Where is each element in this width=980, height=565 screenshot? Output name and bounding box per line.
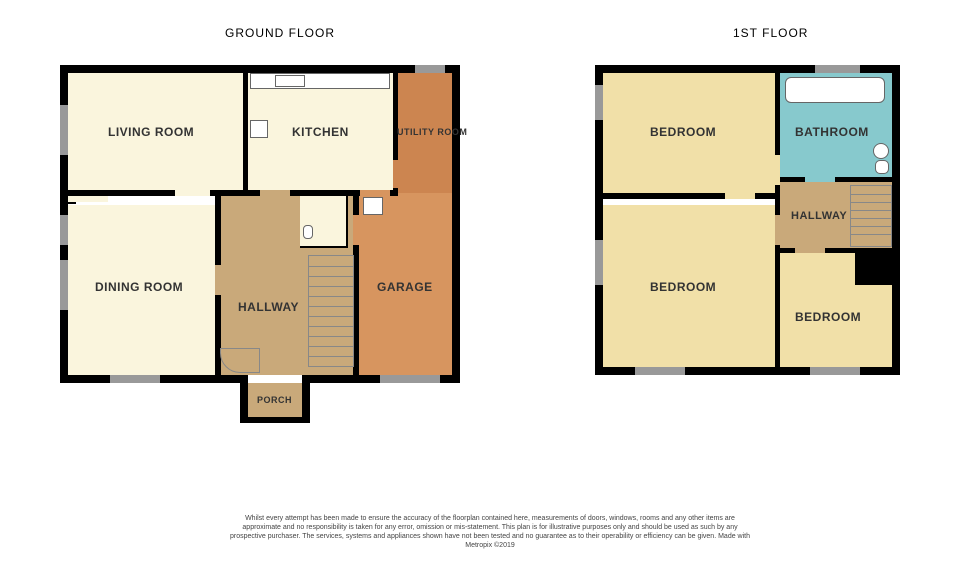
ground-floor-title: GROUND FLOOR bbox=[225, 26, 335, 40]
bedroom-1-label: BEDROOM bbox=[650, 125, 716, 139]
garage-sink bbox=[363, 197, 383, 215]
dining-label: DINING ROOM bbox=[95, 280, 183, 294]
ground-floor-plan: LIVING ROOM KITCHEN UTILITY ROOM DINING … bbox=[60, 65, 490, 435]
window bbox=[595, 240, 603, 285]
garage-label: GARAGE bbox=[377, 280, 433, 294]
window bbox=[60, 260, 68, 310]
utility-label: UTILITY ROOM bbox=[397, 127, 467, 137]
disclaimer-text: Whilst every attempt has been made to en… bbox=[230, 514, 750, 550]
living-room-label: LIVING ROOM bbox=[108, 125, 194, 139]
wc-fixture bbox=[303, 225, 313, 239]
porch-label: PORCH bbox=[257, 395, 292, 405]
window bbox=[60, 105, 68, 155]
bedroom-2-label: BEDROOM bbox=[650, 280, 716, 294]
window bbox=[380, 375, 440, 383]
first-floor-title: 1ST FLOOR bbox=[733, 26, 808, 40]
window bbox=[110, 375, 160, 383]
bathtub-fixture bbox=[785, 77, 885, 103]
window bbox=[595, 85, 603, 120]
stairs-first bbox=[850, 185, 892, 247]
window bbox=[60, 215, 68, 245]
window bbox=[815, 65, 860, 73]
window bbox=[635, 367, 685, 375]
window bbox=[810, 367, 860, 375]
sink-fixture bbox=[275, 75, 305, 87]
kitchen-label: KITCHEN bbox=[292, 125, 349, 139]
wc-room bbox=[300, 193, 348, 248]
stairs-ground bbox=[308, 255, 354, 367]
kitchen-counter bbox=[250, 73, 390, 89]
hallway-label-0: HALLWAY bbox=[238, 300, 299, 314]
hob-fixture bbox=[250, 120, 268, 138]
bedroom-3-label: BEDROOM bbox=[795, 310, 861, 324]
basin-fixture bbox=[873, 143, 889, 159]
hallway-label-1: HALLWAY bbox=[791, 210, 847, 222]
window bbox=[415, 65, 445, 73]
first-floor-plan: BEDROOM BATHROOM BEDROOM HALLWAY BEDROOM bbox=[595, 65, 915, 385]
toilet-fixture bbox=[875, 160, 889, 174]
bathroom-label: BATHROOM bbox=[795, 125, 869, 139]
